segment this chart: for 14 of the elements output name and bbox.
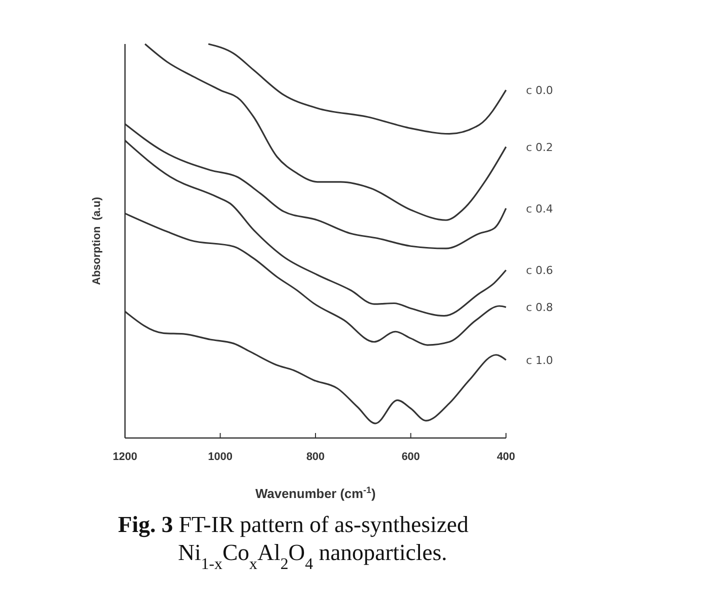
series-label: c 0.8 [526, 301, 554, 314]
x-tick-label: 600 [402, 451, 420, 463]
x-tick-label: 800 [306, 451, 325, 463]
x-tick-label: 1000 [208, 451, 232, 463]
series-label: c 1.0 [526, 354, 554, 367]
series-label: c 0.6 [526, 264, 554, 278]
y-axis-title: Absorption (a.u) [91, 196, 103, 285]
x-axis-title: Wavenumber (cm$^{-1}$) [255, 485, 376, 501]
x-tick-label: 400 [496, 451, 516, 463]
chart-title: Fig. 3 FT-IR pattern of as-synthesized Ni$_{1-x}$Co$_{x}$Al$_{2}$O$_{4}$ nanoparticles. [118, 512, 469, 572]
x-tick-label: 1200 [112, 451, 138, 463]
series-label: c 0.2 [526, 140, 554, 154]
series-label: c 0.0 [526, 84, 554, 98]
series-label: c 0.4 [526, 202, 554, 216]
